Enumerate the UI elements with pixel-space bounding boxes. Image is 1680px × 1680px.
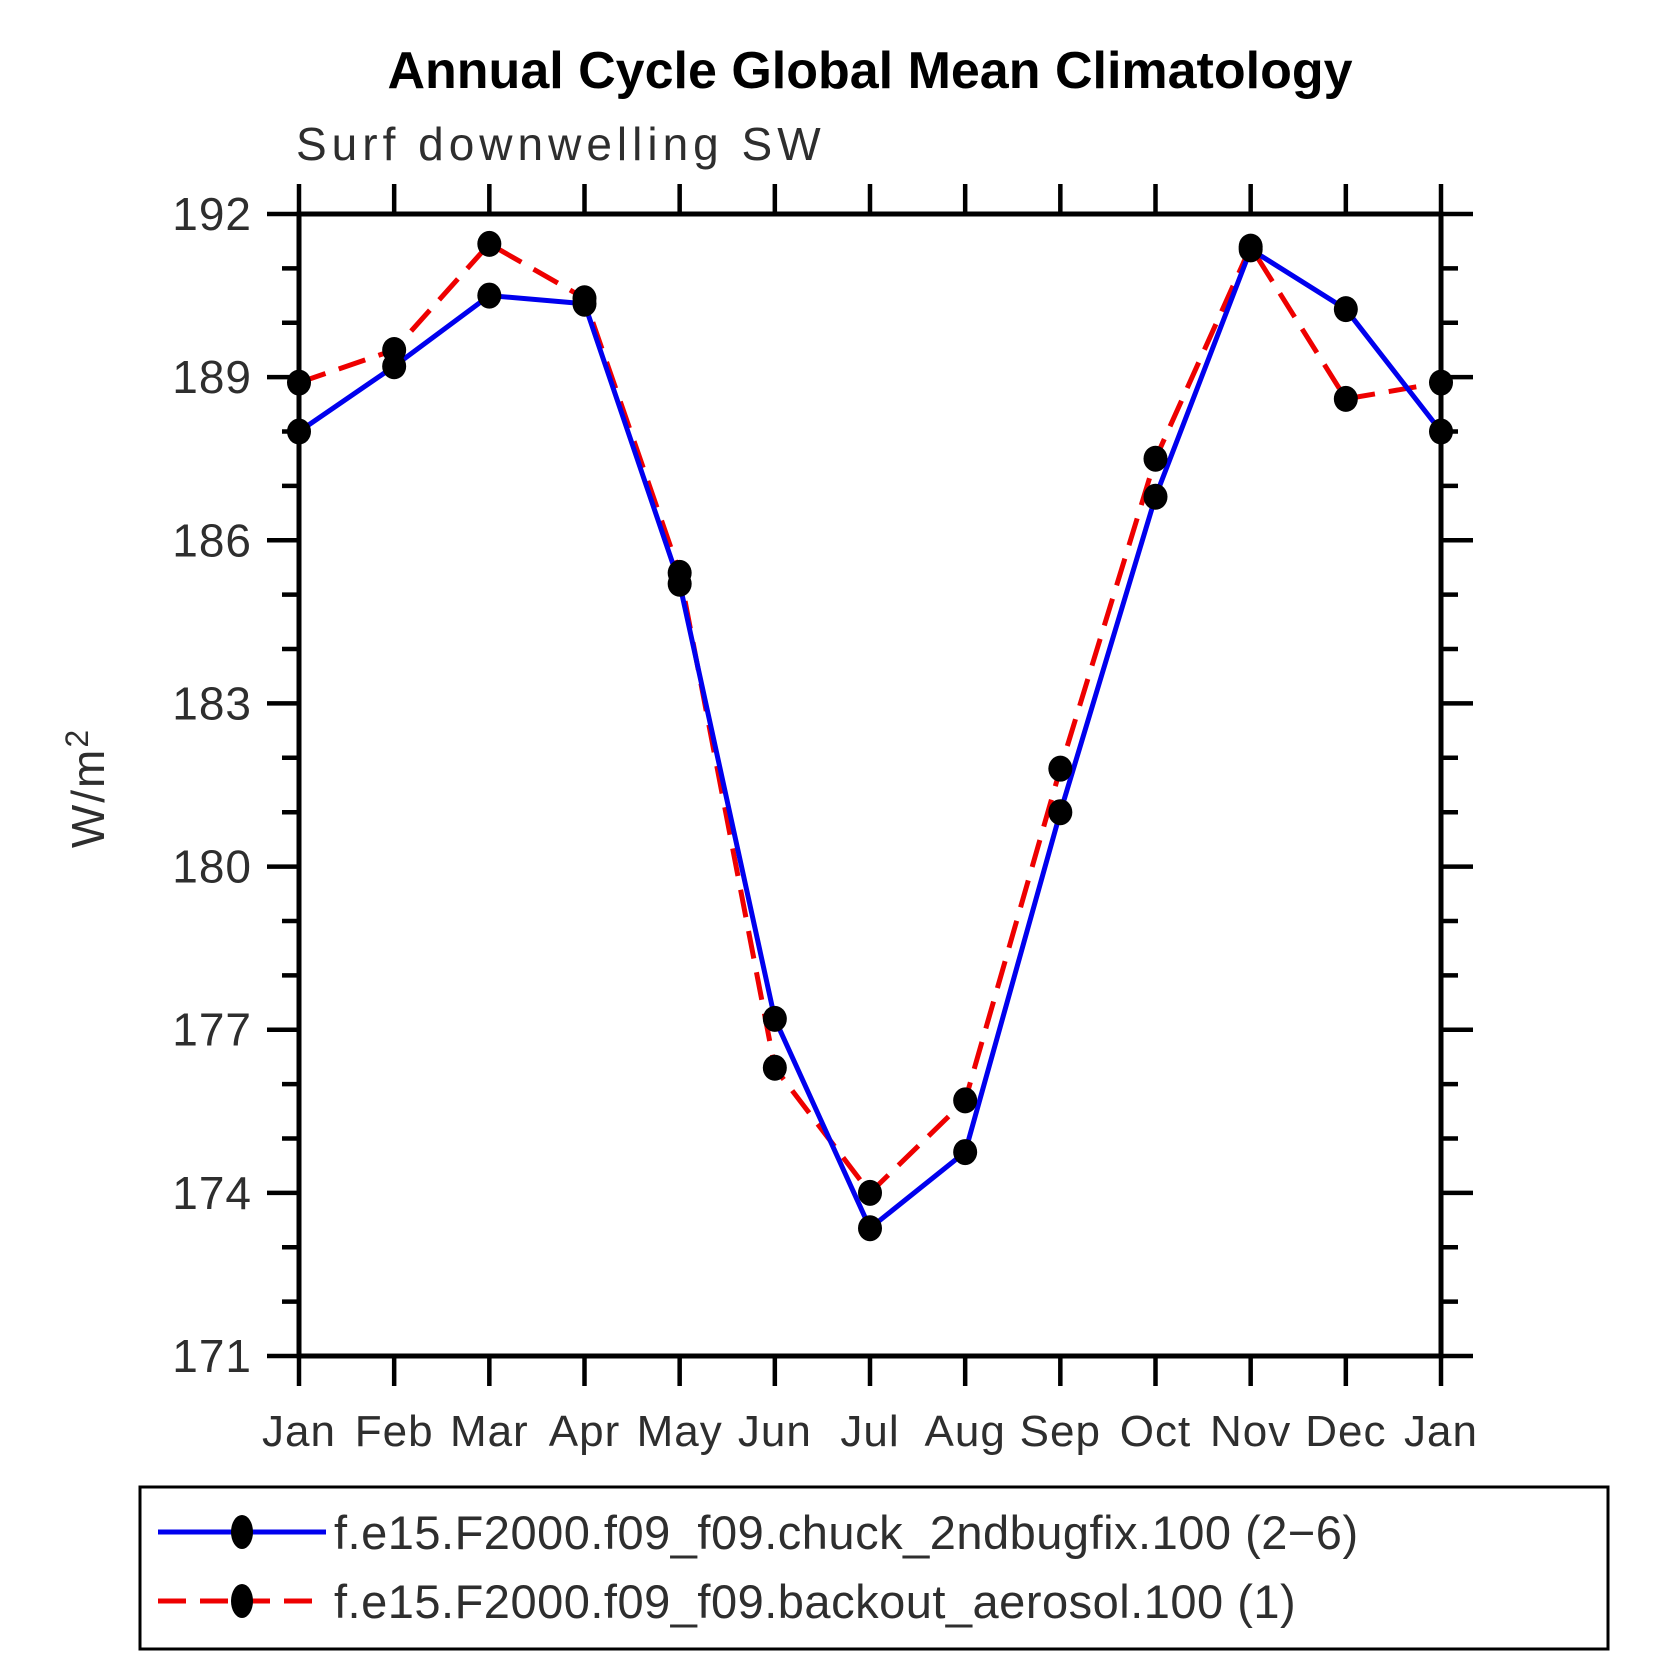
- data-point: [1333, 296, 1358, 323]
- y-axis-label: W/m2: [59, 728, 114, 848]
- series-markers-1: [287, 230, 1453, 1206]
- x-tick-label: Mar: [450, 1407, 529, 1456]
- x-tick-label: Jan: [1404, 1407, 1478, 1456]
- x-tick-label: Aug: [925, 1407, 1006, 1456]
- x-tick-label: Dec: [1305, 1407, 1386, 1456]
- y-tick-label: 177: [172, 1004, 252, 1056]
- y-tick-label: 186: [172, 514, 252, 566]
- y-tick-label: 192: [172, 188, 252, 240]
- y-tick-label: 180: [172, 841, 252, 893]
- data-point: [1048, 755, 1073, 782]
- data-point: [1143, 483, 1168, 510]
- y-tick-label: 174: [172, 1167, 252, 1219]
- legend-sample-marker-0: [231, 1515, 253, 1549]
- legend-box: [138, 1485, 1610, 1651]
- chart-title: Annual Cycle Global Mean Climatology: [387, 42, 1352, 100]
- x-tick-label: Apr: [549, 1407, 620, 1456]
- data-point: [762, 1005, 787, 1032]
- x-tick-label: Feb: [355, 1407, 434, 1456]
- x-tick-label: Nov: [1210, 1407, 1291, 1456]
- data-point: [382, 336, 407, 363]
- series-line-1: [298, 241, 1442, 1196]
- data-point: [858, 1215, 882, 1242]
- data-point: [667, 559, 692, 586]
- y-tick-label: 189: [172, 351, 252, 403]
- x-tick-label: May: [637, 1407, 723, 1456]
- series-markers-0: [287, 236, 1453, 1242]
- data-point: [1238, 233, 1263, 260]
- y-axis-ticks: [267, 211, 1473, 1359]
- data-point: [477, 282, 502, 309]
- legend-label-series-1: f.e15.F2000.f09_f09.backout_aerosol.100 …: [334, 1575, 1296, 1628]
- data-point: [953, 1087, 978, 1114]
- data-point: [1048, 799, 1073, 826]
- chart-subtitle: Surf downwelling SW: [296, 118, 826, 170]
- data-point: [762, 1054, 787, 1081]
- data-point: [477, 230, 502, 257]
- data-point: [287, 418, 311, 445]
- data-point: [953, 1139, 978, 1166]
- legend-samples: [158, 1515, 326, 1618]
- data-point: [1143, 445, 1168, 472]
- data-point: [1333, 385, 1358, 412]
- data-point: [287, 369, 311, 396]
- x-axis-ticks: [296, 184, 1444, 1386]
- data-point: [1429, 369, 1453, 396]
- legend: f.e15.F2000.f09_f09.chuck_2ndbugfix.100 …: [138, 1485, 1610, 1651]
- x-tick-label: Oct: [1120, 1407, 1191, 1456]
- plot-area: 171 174 177 180 183 186 189 192 Jan Feb Mar Apr May J…: [59, 184, 1478, 1456]
- x-tick-label: Jul: [840, 1407, 899, 1456]
- legend-sample-marker-1: [231, 1584, 253, 1618]
- y-tick-label: 183: [172, 677, 252, 729]
- data-point: [858, 1179, 882, 1206]
- y-tick-label: 171: [172, 1330, 252, 1382]
- data-point: [572, 285, 597, 312]
- legend-label-series-0: f.e15.F2000.f09_f09.chuck_2ndbugfix.100 …: [334, 1506, 1359, 1559]
- x-tick-label: Jan: [262, 1407, 336, 1456]
- x-tick-label: Sep: [1020, 1407, 1101, 1456]
- x-tick-label: Jun: [738, 1407, 812, 1456]
- data-point: [1429, 418, 1453, 445]
- series-line-0: [297, 246, 1443, 1231]
